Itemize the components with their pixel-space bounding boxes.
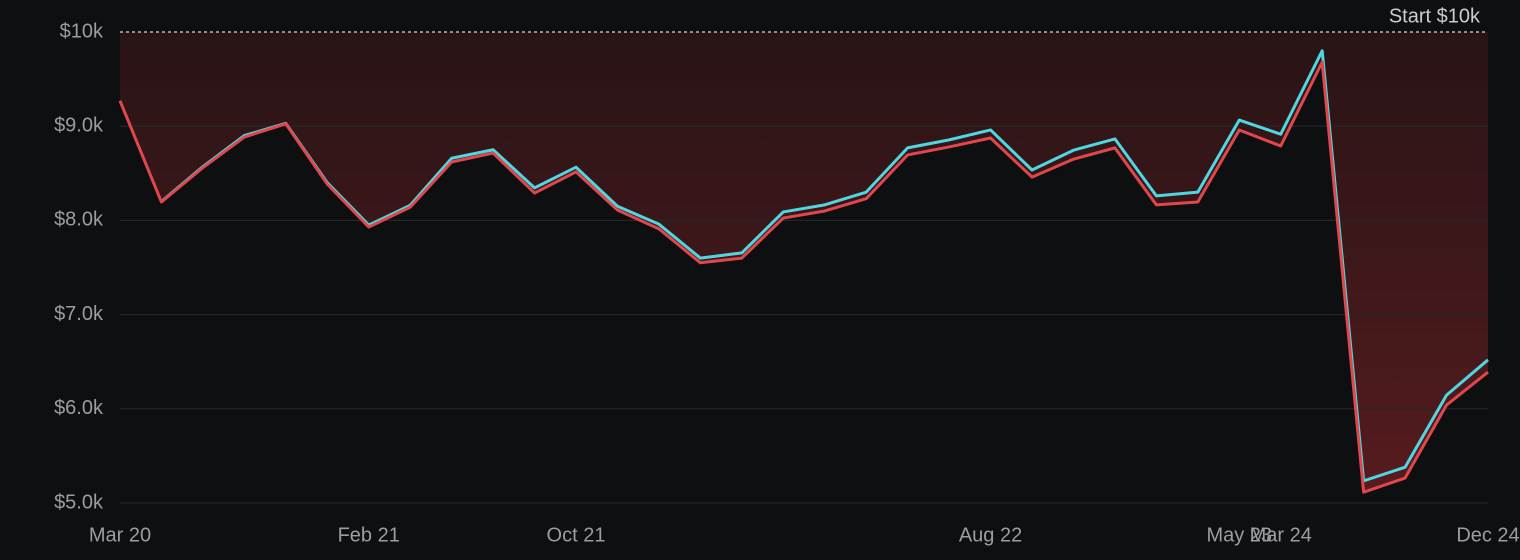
y-tick-label: $5.0k [54,491,104,513]
y-tick-label: $9.0k [54,114,104,136]
series-line [160,49,1489,483]
x-tick-label: Mar 20 [89,524,151,546]
y-tick-label: $8.0k [54,209,104,231]
x-tick-label: Aug 22 [959,524,1022,546]
y-tick-label: $10k [60,20,104,42]
x-tick-label: May 23 [1206,524,1272,546]
y-tick-label: $6.0k [54,397,104,419]
series-line [118,60,1489,494]
x-tick-label: Dec 24 [1456,524,1519,546]
y-tick-label: $7.0k [54,303,104,325]
x-tick-label: Feb 21 [338,524,400,546]
baseline-label: Start $10k [1389,5,1481,27]
loss-area [120,32,1488,493]
x-tick-label: Mar 24 [1250,524,1312,546]
x-tick-label: Oct 21 [547,524,606,546]
